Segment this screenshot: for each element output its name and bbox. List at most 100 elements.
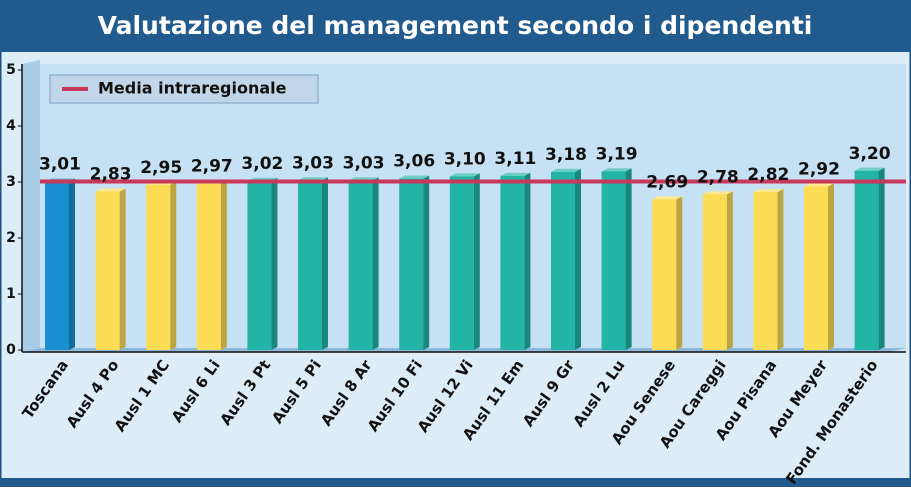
bar-top: [753, 189, 784, 193]
bar-side: [423, 175, 430, 350]
bar-top: [551, 168, 581, 172]
y-tick-label: 5: [6, 62, 16, 78]
y-tick-label: 3: [6, 174, 16, 190]
bar: [702, 194, 727, 350]
bar-side: [119, 188, 126, 350]
bar: [196, 183, 221, 350]
bar-side: [372, 177, 379, 350]
bar-side-shade: [372, 177, 379, 350]
bar-side-shade: [625, 168, 632, 350]
bar-side: [170, 181, 177, 350]
value-label: 3,03: [292, 153, 334, 173]
y-tick-label: 4: [6, 118, 16, 134]
bar: [551, 171, 575, 350]
bar-side-shade: [676, 196, 683, 350]
bar: [449, 176, 474, 350]
bar: [601, 171, 626, 350]
bar-side-shade: [473, 173, 480, 350]
bar-side-shade: [69, 178, 75, 350]
value-label: 2,92: [798, 159, 840, 179]
bar-side: [777, 189, 784, 350]
value-label: 2,83: [90, 165, 132, 185]
bar-top-shade: [854, 167, 885, 171]
value-label: 3,02: [241, 154, 283, 174]
bar-side: [828, 183, 834, 350]
side-wall: [22, 60, 40, 352]
chart-title: Valutazione del management secondo i dip…: [98, 11, 813, 40]
value-label: 2,69: [646, 172, 688, 192]
value-label: 2,78: [697, 167, 739, 187]
bar-top-shade: [95, 188, 126, 192]
bar-side-shade: [777, 189, 784, 350]
bar-top-shade: [702, 191, 733, 195]
bar-top: [399, 175, 430, 179]
value-label: 2,82: [747, 165, 789, 185]
bar-top: [95, 188, 126, 192]
legend-label: Media intraregionale: [98, 79, 287, 98]
bar-top: [601, 168, 632, 172]
bar-top: [652, 196, 683, 200]
y-tick-label: 0: [6, 342, 16, 358]
value-label: 3,18: [545, 145, 587, 165]
value-label: 3,06: [393, 152, 435, 172]
bar: [753, 192, 778, 350]
value-label: 3,10: [444, 149, 486, 169]
bar: [804, 186, 828, 350]
bar: [146, 184, 171, 350]
value-label: 3,19: [596, 144, 638, 164]
bar-top-shade: [399, 175, 430, 179]
bar: [298, 180, 322, 350]
value-label: 3,03: [343, 153, 385, 173]
bar: [247, 180, 272, 350]
bar-side: [676, 196, 683, 350]
value-label: 2,97: [191, 157, 233, 177]
title-banner: [0, 0, 911, 52]
bar-side-shade: [119, 188, 126, 350]
bar-top-shade: [753, 189, 784, 193]
bar: [45, 181, 69, 350]
bar-side: [220, 180, 227, 350]
bar-side: [69, 178, 75, 350]
y-tick-label: 2: [6, 230, 16, 246]
value-label: 3,20: [849, 144, 891, 164]
legend-box: [49, 74, 319, 104]
bar-side: [271, 177, 278, 350]
bar-top-shade: [804, 183, 834, 187]
bar-side-shade: [575, 168, 581, 350]
bar-top: [449, 173, 480, 177]
bar-side-shade: [322, 177, 328, 350]
bar-side: [878, 167, 885, 350]
bar: [399, 178, 424, 350]
bar-side-shade: [170, 181, 177, 350]
value-label: 3,01: [39, 154, 81, 174]
bar-top-shade: [601, 168, 632, 172]
bar-side-shade: [828, 183, 834, 350]
bar-side-shade: [271, 177, 278, 350]
value-label: 2,95: [140, 158, 182, 178]
bar-side-shade: [423, 175, 430, 350]
bar-side: [524, 172, 531, 350]
bar-top: [854, 167, 885, 171]
bar-side-shade: [726, 191, 733, 350]
bottom-band: [0, 478, 911, 487]
bar-side-shade: [524, 172, 531, 350]
bar: [854, 170, 879, 350]
bar-top-shade: [500, 172, 531, 176]
bar-side: [473, 173, 480, 350]
bar-top: [702, 191, 733, 195]
y-tick-label: 1: [6, 286, 16, 302]
bar-top: [804, 183, 834, 187]
bar-side: [625, 168, 632, 350]
bar-side-shade: [878, 167, 885, 350]
bar: [500, 175, 525, 350]
value-label: 3,11: [494, 149, 536, 169]
bar-top: [500, 172, 531, 176]
bar-side: [322, 177, 328, 350]
bar-top-shade: [449, 173, 480, 177]
bar: [652, 199, 677, 350]
bar-side-shade: [220, 180, 227, 350]
bar: [348, 180, 373, 350]
bar-side: [726, 191, 733, 350]
bar-side: [575, 168, 581, 350]
